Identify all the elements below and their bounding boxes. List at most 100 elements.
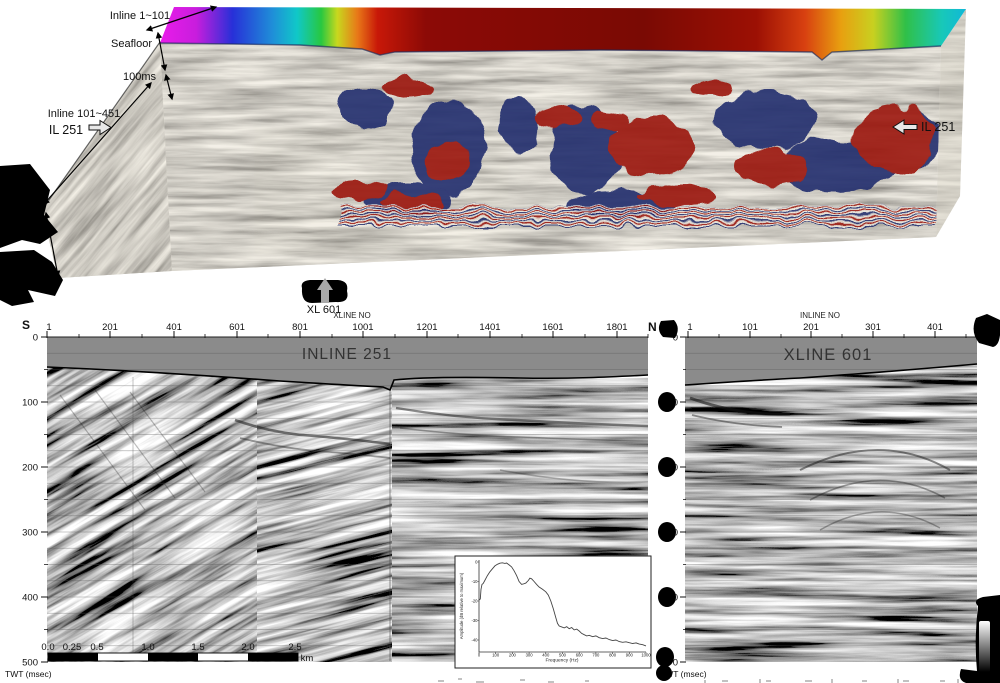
y-major-ticks xyxy=(41,336,48,663)
spectrum-curve xyxy=(478,562,647,647)
x-tick: 201 xyxy=(102,322,118,333)
panel-title-inline251: INLINE 251 xyxy=(302,346,392,363)
x-major-ticks xyxy=(46,331,618,338)
il251-left-label: IL 251 xyxy=(49,123,83,137)
scalebar-label: 1.5 xyxy=(191,642,204,653)
x-major-ticks-xline xyxy=(687,331,936,338)
seafloor-label: Seafloor xyxy=(111,38,152,50)
spectrum-inset: 0 100 200 300 400 500 600 700 800 900 1000 0 -10 -20… xyxy=(454,555,652,669)
inline-side-arrow xyxy=(43,82,152,205)
x-tick: 801 xyxy=(292,322,308,333)
gridlines-inline251 xyxy=(47,352,648,647)
svg-text:200: 200 xyxy=(509,653,517,658)
y-minor-ticks-xline xyxy=(683,369,686,630)
seafloor-pick-xline xyxy=(684,363,978,386)
twt-unit-right: TWT (msec) xyxy=(660,669,707,679)
scalebar-label: 2.5 xyxy=(288,642,301,653)
cube-right-face xyxy=(936,9,966,237)
x-tick: 1801 xyxy=(606,322,627,333)
south-label: S xyxy=(22,318,30,332)
y-minor-ticks xyxy=(44,369,48,630)
scalebar: 0.0 0.25 0.5 1.0 1.5 2.0 2.5 km xyxy=(41,642,313,664)
x-axis-name: XLINE NO xyxy=(333,311,370,320)
x-minor-ticks-xline xyxy=(718,334,967,338)
svg-text:300: 300 xyxy=(526,653,534,658)
water-column-xline xyxy=(685,337,977,385)
x-tick: 1201 xyxy=(416,322,437,333)
svg-text:-10: -10 xyxy=(471,579,478,584)
y-tick: 0 xyxy=(33,333,38,344)
strong-reflectors xyxy=(59,389,648,511)
x-tick: 301 xyxy=(865,322,881,333)
x-tick: 1 xyxy=(687,322,692,333)
svg-text:1000: 1000 xyxy=(641,653,651,658)
cropped-caption-fragments xyxy=(438,678,959,683)
hundred-ms-label: 100ms xyxy=(123,71,157,83)
svg-text:-20: -20 xyxy=(471,598,478,603)
strong-reflectors-xline xyxy=(689,396,951,531)
scalebar-unit: km xyxy=(301,653,314,664)
x-tick: 1601 xyxy=(542,322,563,333)
y-major-ticks-xline xyxy=(680,336,686,663)
svg-text:400: 400 xyxy=(542,653,550,658)
hundred-ms-arrow xyxy=(164,73,174,101)
panel-xline601: XLINE 601 INLINE NO 1 101 201 301 401 0 … xyxy=(660,311,978,679)
inline-range-top-label: Inline 1~101 xyxy=(110,10,170,22)
svg-text:800: 800 xyxy=(609,653,617,658)
colorbar-blob xyxy=(959,595,1000,683)
y-tick: 400 xyxy=(22,593,38,604)
panel-title-xline601: XLINE 601 xyxy=(784,346,873,364)
redaction-blobs-left xyxy=(0,164,63,306)
gridlines-xline601 xyxy=(685,352,977,647)
x-minor-ticks xyxy=(78,334,649,338)
seafloor-pick-inline xyxy=(46,366,649,392)
water-column xyxy=(47,337,648,390)
cube-front-face xyxy=(160,42,941,271)
scalebar-label: 0.5 xyxy=(90,642,103,653)
scalebar-label: 2.0 xyxy=(241,642,254,653)
svg-text:-40: -40 xyxy=(471,637,478,642)
cube-annotations: Inline 1~101 Seafloor 100ms Inline 101~4… xyxy=(43,5,955,278)
xl601-up-arrow-icon xyxy=(317,278,333,303)
x-tick: 1 xyxy=(46,322,51,333)
y-tick: 500 xyxy=(22,658,38,669)
y-tick: 0 xyxy=(673,658,678,669)
inset-frame xyxy=(454,555,652,669)
svg-text:-30: -30 xyxy=(471,618,478,623)
x-tick: 1401 xyxy=(479,322,500,333)
svg-text:100: 100 xyxy=(492,653,500,658)
scalebar-label: 0.0 xyxy=(41,642,54,653)
scalebar-label: 1.0 xyxy=(141,642,154,653)
north-label: N xyxy=(648,320,657,334)
x-tick: 201 xyxy=(803,322,819,333)
y-tick: 200 xyxy=(22,463,38,474)
x-tick: 1001 xyxy=(352,322,373,333)
x-tick: 101 xyxy=(742,322,758,333)
y-tick: 300 xyxy=(22,528,38,539)
svg-text:0: 0 xyxy=(475,559,478,564)
basal-striped-horizon xyxy=(340,206,936,226)
grayscale-colorbar xyxy=(979,621,990,672)
svg-text:0: 0 xyxy=(478,653,481,658)
svg-text:700: 700 xyxy=(592,653,600,658)
x-tick: 601 xyxy=(229,322,245,333)
il251-left-arrow-icon xyxy=(88,119,112,136)
y-tick: 0 xyxy=(673,333,678,344)
svg-text:500: 500 xyxy=(559,653,567,658)
inset-ylabel: Amplitude (dB relative to maximum) xyxy=(459,572,464,639)
il251-right-label: IL 251 xyxy=(921,120,955,134)
inline-side-label: Inline 101~451 xyxy=(48,108,120,120)
twt-unit-left: TWT (msec) xyxy=(5,669,52,679)
il251-right-arrow-icon xyxy=(892,119,918,135)
seismic-texture-xline601 xyxy=(685,364,977,662)
y-tick: 100 xyxy=(22,398,38,409)
redaction-blobs-right xyxy=(656,314,1000,681)
seafloor-depth-surface xyxy=(160,7,966,60)
x-axis-name-xline: INLINE NO xyxy=(800,311,840,320)
xl601-marker: XL 601 xyxy=(301,278,348,316)
x-tick: 401 xyxy=(166,322,182,333)
inset-xlabel: Frequency (Hz) xyxy=(545,658,578,664)
seafloor-arrow xyxy=(155,31,168,72)
